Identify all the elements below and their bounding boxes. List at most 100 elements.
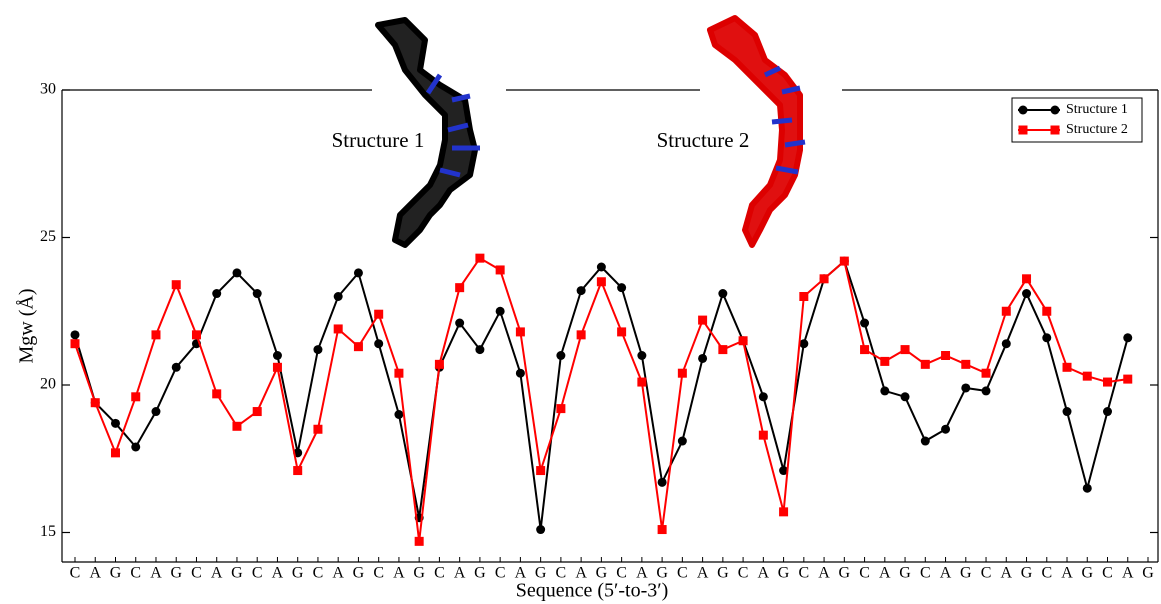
data-point: [496, 265, 505, 274]
x-tick-label: G: [1081, 565, 1093, 582]
data-point: [941, 351, 950, 360]
x-tick-label: C: [738, 565, 749, 582]
data-point: [415, 537, 424, 546]
data-point: [273, 363, 282, 372]
data-point: [253, 289, 262, 298]
data-point: [111, 419, 120, 428]
x-tick-label: A: [515, 565, 527, 582]
data-point: [718, 345, 727, 354]
data-point: [496, 307, 505, 316]
x-tick-label: G: [474, 565, 486, 582]
data-point: [921, 437, 930, 446]
data-point: [961, 383, 970, 392]
chart: Structure 1 Structure 2 Sequence (5′-to-…: [0, 0, 1161, 604]
x-tick-label: A: [940, 565, 952, 582]
data-point: [1123, 333, 1132, 342]
data-point: [455, 319, 464, 328]
data-point: [475, 345, 484, 354]
data-point: [536, 466, 545, 475]
x-axis-title: Sequence (5′-to-3′): [516, 580, 669, 602]
data-point: [293, 466, 302, 475]
data-point: [617, 327, 626, 336]
x-tick-label: G: [717, 565, 729, 582]
x-tick-label: C: [130, 565, 141, 582]
x-tick-label: G: [839, 565, 851, 582]
data-point: [273, 351, 282, 360]
annotation: Structure 1: [332, 128, 425, 152]
x-tick-label: G: [656, 565, 668, 582]
annotation: Structure 2: [657, 128, 750, 152]
data-point: [232, 422, 241, 431]
data-point: [1103, 378, 1112, 387]
data-point: [577, 330, 586, 339]
x-tick-label: A: [89, 565, 101, 582]
data-point: [779, 507, 788, 516]
data-point: [232, 268, 241, 277]
x-tick-label: A: [1001, 565, 1013, 582]
x-tick-label: A: [697, 565, 709, 582]
x-tick-label: A: [211, 565, 223, 582]
data-point: [71, 339, 80, 348]
x-tick-label: A: [272, 565, 284, 582]
data-point: [860, 345, 869, 354]
x-tick-label: A: [879, 565, 891, 582]
x-tick-label: C: [434, 565, 445, 582]
legend-marker: [1019, 126, 1028, 135]
x-tick-label: C: [798, 565, 809, 582]
data-point: [961, 360, 970, 369]
x-tick-label: C: [252, 565, 263, 582]
data-point: [435, 360, 444, 369]
data-point: [1063, 407, 1072, 416]
data-point: [1042, 307, 1051, 316]
y-tick-label: 20: [40, 376, 56, 393]
x-tick-label: A: [1061, 565, 1073, 582]
data-point: [516, 327, 525, 336]
x-tick-label: C: [859, 565, 870, 582]
x-tick-label: G: [353, 565, 365, 582]
data-point: [982, 386, 991, 395]
data-point: [354, 342, 363, 351]
y-axis-title: Mgw (Å): [16, 289, 38, 364]
legend-marker: [1051, 106, 1060, 115]
series-line: [75, 258, 1128, 541]
x-tick-label: C: [191, 565, 202, 582]
data-point: [212, 389, 221, 398]
data-point: [617, 283, 626, 292]
data-point: [1002, 307, 1011, 316]
data-point: [658, 525, 667, 534]
y-tick-label: 15: [40, 523, 56, 540]
series-line: [75, 261, 1128, 529]
data-point: [1103, 407, 1112, 416]
data-point: [820, 274, 829, 283]
x-tick-label: C: [1041, 565, 1052, 582]
x-tick-label: A: [758, 565, 770, 582]
x-tick-label: A: [332, 565, 344, 582]
data-point: [151, 330, 160, 339]
x-tick-label: G: [1021, 565, 1033, 582]
data-point: [536, 525, 545, 534]
data-point: [1083, 372, 1092, 381]
legend-marker: [1051, 126, 1060, 135]
data-point: [313, 425, 322, 434]
data-point: [1123, 375, 1132, 384]
data-point: [253, 407, 262, 416]
x-tick-label: C: [616, 565, 627, 582]
x-tick-label: G: [231, 565, 243, 582]
x-tick-label: C: [313, 565, 324, 582]
data-point: [1022, 274, 1031, 283]
x-tick-label: G: [110, 565, 122, 582]
legend-marker: [1019, 106, 1028, 115]
data-point: [556, 351, 565, 360]
data-point: [1042, 333, 1051, 342]
x-tick-label: A: [575, 565, 587, 582]
data-point: [354, 268, 363, 277]
data-point: [394, 410, 403, 419]
x-tick-label: A: [150, 565, 162, 582]
data-point: [71, 330, 80, 339]
data-point: [698, 316, 707, 325]
data-point: [475, 254, 484, 263]
data-point: [374, 310, 383, 319]
data-point: [880, 386, 889, 395]
data-point: [941, 425, 950, 434]
data-point: [334, 324, 343, 333]
